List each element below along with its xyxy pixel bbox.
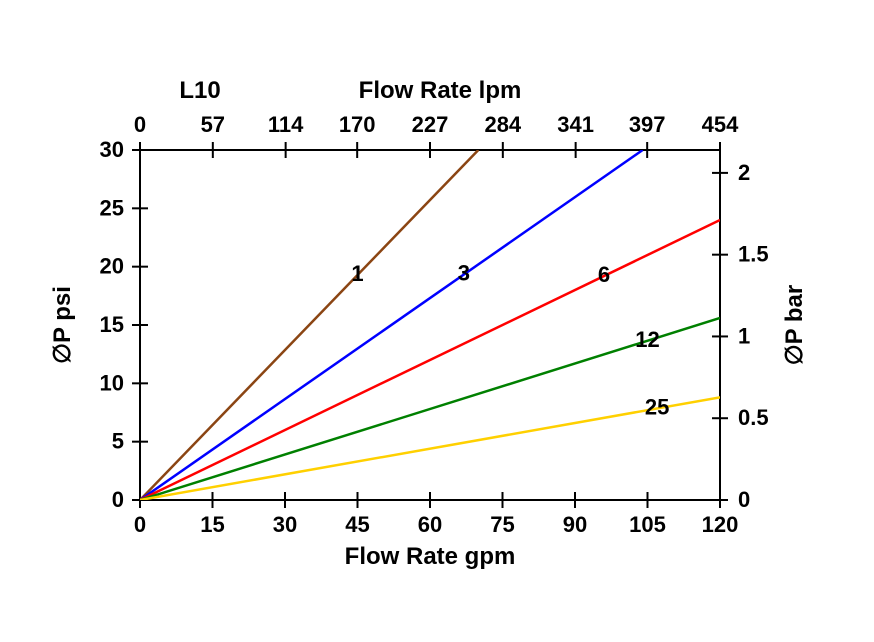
svg-text:30: 30 [273,512,297,537]
chart-title-l10: L10 [179,77,220,104]
chart-svg: 0153045607590105120Flow Rate gpm05711417… [0,0,874,642]
chart-container: { "chart": { "type": "line", "background… [0,0,874,642]
svg-text:10: 10 [100,370,124,395]
svg-text:0: 0 [738,487,750,512]
svg-text:284: 284 [484,112,521,137]
x-axis-top-label: Flow Rate lpm [359,77,522,104]
y-axis-left-label: ∅P psi [49,286,76,364]
svg-text:5: 5 [112,429,124,454]
svg-text:454: 454 [702,112,739,137]
x-axis-bottom-label: Flow Rate gpm [345,543,516,570]
series-label-6: 6 [598,262,610,287]
svg-text:0: 0 [134,512,146,537]
svg-text:57: 57 [201,112,225,137]
svg-text:15: 15 [200,512,224,537]
svg-text:114: 114 [268,112,304,137]
svg-text:90: 90 [563,512,587,537]
series-label-1: 1 [351,261,363,286]
svg-text:60: 60 [418,512,442,537]
svg-text:0: 0 [134,112,146,137]
svg-text:227: 227 [412,112,449,137]
series-label-12: 12 [635,327,659,352]
svg-text:0: 0 [112,487,124,512]
svg-text:25: 25 [100,195,124,220]
svg-text:397: 397 [629,112,666,137]
svg-text:30: 30 [100,137,124,162]
svg-text:45: 45 [345,512,369,537]
y-axis-right-label: ∅P bar [781,285,808,366]
svg-text:341: 341 [557,112,594,137]
svg-text:15: 15 [100,312,124,337]
svg-text:1.5: 1.5 [738,242,769,267]
svg-text:0.5: 0.5 [738,405,769,430]
series-label-25: 25 [645,394,669,419]
svg-text:75: 75 [490,512,514,537]
svg-text:170: 170 [339,112,376,137]
svg-text:105: 105 [629,512,666,537]
svg-text:2: 2 [738,160,750,185]
svg-text:120: 120 [702,512,739,537]
svg-text:20: 20 [100,254,124,279]
series-label-3: 3 [458,261,470,286]
svg-text:1: 1 [738,323,750,348]
